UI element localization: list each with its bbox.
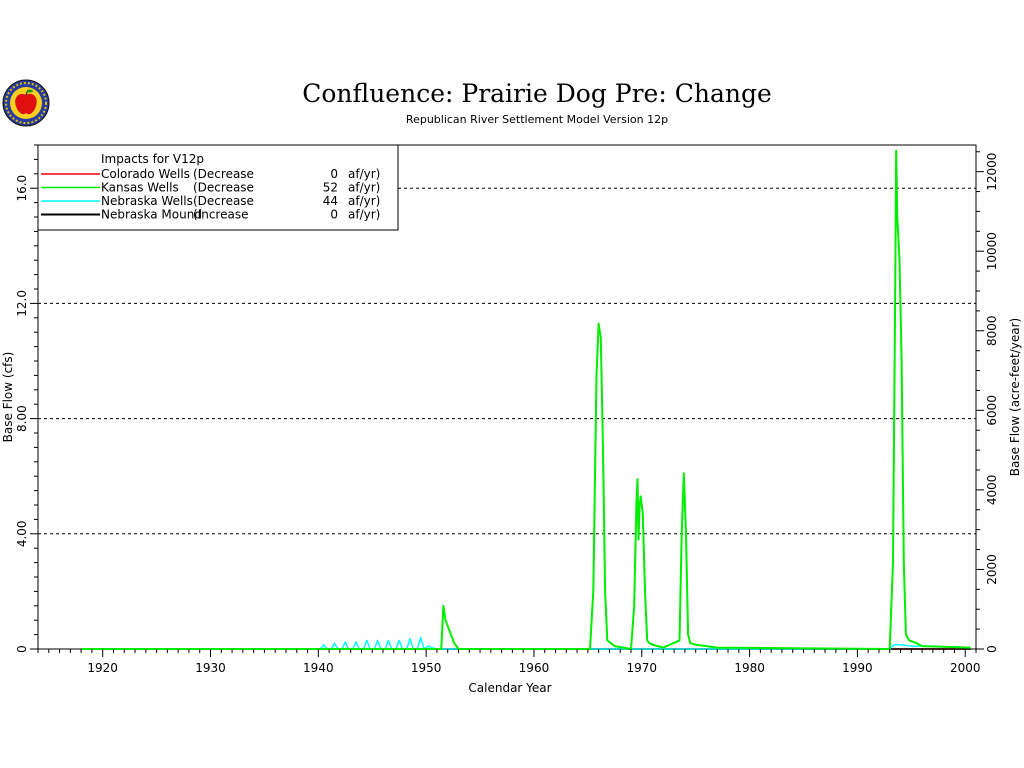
x-tick-label: 2000 xyxy=(950,661,981,675)
legend-type: (Decrease xyxy=(193,181,254,195)
series-line-nebraska-wells xyxy=(81,636,971,650)
y2-tick-label: 12000 xyxy=(985,153,999,191)
x-tick-label: 1920 xyxy=(87,661,118,675)
legend-unit: af/yr) xyxy=(348,194,380,208)
legend-unit: af/yr) xyxy=(348,208,380,222)
legend: Impacts for V12p Colorado Wells (Decrease… xyxy=(37,144,399,231)
legend-name: Kansas Wells xyxy=(101,181,179,195)
x-tick-label: 1940 xyxy=(303,661,334,675)
legend-value: 52 xyxy=(323,181,338,195)
y2-axis-label: Base Flow (acre-feet/year) xyxy=(1008,318,1022,476)
x-tick-label: 1970 xyxy=(626,661,657,675)
y-tick-label: 16.0 xyxy=(15,175,29,202)
legend-name: Nebraska Wells xyxy=(101,194,193,208)
y-tick-label: 0 xyxy=(15,645,29,653)
y2-tick-label: 8000 xyxy=(985,315,999,346)
x-axis-label: Calendar Year xyxy=(468,681,551,695)
y-tick-label: 4.00 xyxy=(15,520,29,547)
logo xyxy=(1,78,51,128)
y2-tick-label: 0 xyxy=(985,645,999,653)
legend-value: 0 xyxy=(330,208,338,222)
gridlines xyxy=(38,187,976,535)
legend-unit: af/yr) xyxy=(348,181,380,195)
legend-value: 44 xyxy=(323,194,338,208)
y2-tick-label: 10000 xyxy=(985,232,999,270)
x-axis: 1920 1930 1940 1950 1960 1970 1980 1990 2000 xyxy=(37,649,981,675)
y2-tick-label: 2000 xyxy=(985,554,999,585)
legend-unit: af/yr) xyxy=(348,167,380,181)
legend-name: Nebraska Mound xyxy=(101,208,202,222)
y2-tick-label: 6000 xyxy=(985,395,999,426)
chart-subtitle: Republican River Settlement Model Versio… xyxy=(406,113,668,126)
y2-tick-label: 4000 xyxy=(985,475,999,506)
legend-type: (Increase xyxy=(193,208,248,222)
chart-title: Confluence: Prairie Dog Pre: Change xyxy=(302,79,772,108)
x-tick-label: 1930 xyxy=(195,661,226,675)
legend-type: (Decrease xyxy=(193,167,254,181)
y-axis-right: 0 2000 4000 6000 8000 10000 12000 xyxy=(976,151,999,653)
legend-name: Colorado Wells xyxy=(101,167,190,181)
x-tick-label: 1960 xyxy=(519,661,550,675)
x-tick-label: 1950 xyxy=(411,661,442,675)
legend-title: Impacts for V12p xyxy=(101,152,204,166)
y-tick-label: 8.00 xyxy=(15,405,29,432)
y-axis-label: Base Flow (cfs) xyxy=(1,352,15,443)
y-tick-label: 12.0 xyxy=(15,290,29,317)
y-axis-left: 0 4.00 8.00 12.0 16.0 xyxy=(15,144,38,653)
series-line-kansas-wells xyxy=(81,149,971,650)
x-tick-label: 1990 xyxy=(842,661,873,675)
legend-value: 0 xyxy=(330,167,338,181)
legend-type: (Decrease xyxy=(193,194,254,208)
x-tick-label: 1980 xyxy=(734,661,765,675)
